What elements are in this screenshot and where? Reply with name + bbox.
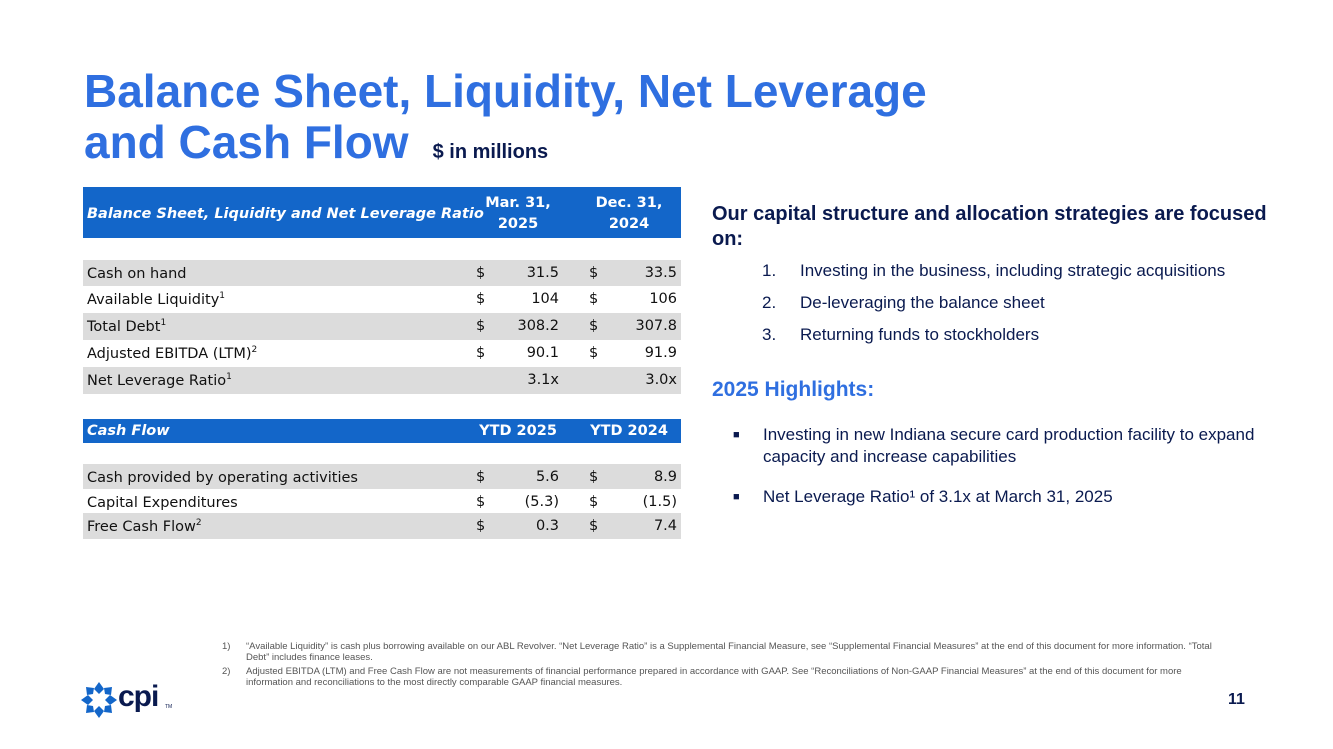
value-current: 90.1 (526, 345, 559, 361)
currency-symbol: $ (589, 265, 599, 281)
value-current: 3.1x (527, 372, 559, 388)
col-mar-2025-line2: 2025 (497, 216, 539, 232)
col-dec-2024-header: Dec. 31, 2024 (577, 193, 681, 235)
currency-symbol: $ (476, 518, 486, 534)
balance-sheet-table: Balance Sheet, Liquidity and Net Leverag… (83, 187, 681, 394)
value-prior: 91.9 (644, 345, 677, 361)
value-current: (5.3) (524, 494, 559, 510)
focus-list: 1. Investing in the business, including s… (762, 261, 1225, 357)
table-row: Net Leverage Ratio1 3.1x 3.0x (83, 367, 681, 394)
value-prior: 8.9 (653, 469, 677, 485)
currency-symbol: $ (589, 291, 599, 307)
row-footnote-ref: 2 (195, 518, 202, 528)
logo-trademark: TM (165, 704, 173, 710)
row-label: Net Leverage Ratio1 (87, 372, 232, 389)
focus-heading: Our capital structure and allocation str… (712, 203, 1267, 250)
focus-item: 2. De-leveraging the balance sheet (762, 293, 1045, 312)
value-current: 31.5 (526, 265, 559, 281)
cash-flow-table-header: Cash Flow YTD 2025 YTD 2024 (83, 419, 681, 443)
value-prior: 307.8 (635, 318, 677, 334)
table-row: Total Debt1 $308.2 $307.8 (83, 313, 681, 340)
col-ytd-2025-header: YTD 2025 (479, 423, 557, 439)
currency-symbol: $ (476, 494, 486, 510)
row-label: Cash on hand (87, 265, 187, 282)
table-row: Cash provided by operating activities $5.… (83, 464, 681, 489)
page-number: 11 (1228, 691, 1245, 708)
row-footnote-ref: 1 (160, 318, 167, 328)
page-title: Balance Sheet, Liquidity, Net Leverage a… (84, 66, 927, 178)
currency-symbol: $ (476, 469, 486, 485)
col-dec-2024-line1: Dec. 31, (595, 195, 663, 211)
currency-symbol: $ (476, 291, 486, 307)
value-current: 0.3 (535, 518, 559, 534)
currency-symbol: $ (589, 318, 599, 334)
footnote-1: 1) “Available Liquidity” is cash plus bo… (222, 641, 1212, 663)
units-label: $ in millions (432, 141, 549, 163)
footnote-2: 2) Adjusted EBITDA (LTM) and Free Cash F… (222, 666, 1182, 688)
col-mar-2025-header: Mar. 31, 2025 (463, 193, 573, 235)
value-current: 5.6 (535, 469, 559, 485)
focus-item: 1. Investing in the business, including s… (762, 261, 1226, 280)
balance-sheet-table-header: Balance Sheet, Liquidity and Net Leverag… (83, 187, 681, 238)
currency-symbol: $ (476, 318, 486, 334)
value-prior: (1.5) (642, 494, 677, 510)
row-footnote-ref: 2 (251, 345, 258, 355)
page-title-line2: and Cash Flow (84, 116, 409, 168)
focus-item: 3. Returning funds to stockholders (762, 325, 1040, 344)
value-prior: 33.5 (644, 265, 677, 281)
currency-symbol: $ (589, 469, 599, 485)
row-label: Available Liquidity1 (87, 291, 226, 308)
col-mar-2025-line1: Mar. 31, (485, 195, 551, 211)
col-ytd-2024-header: YTD 2024 (590, 423, 668, 439)
col-dec-2024-line2: 2024 (608, 216, 650, 232)
currency-symbol: $ (589, 518, 599, 534)
highlights-heading: 2025 Highlights: (712, 378, 875, 401)
table-row: Available Liquidity1 $104 $106 (83, 286, 681, 313)
cpi-flower-logo-icon (81, 682, 117, 718)
logo-wordmark: cpi (118, 680, 159, 713)
page-title-line1: Balance Sheet, Liquidity, Net Leverage (84, 65, 927, 117)
row-footnote-ref: 1 (226, 372, 232, 382)
value-current: 308.2 (517, 318, 559, 334)
row-label: Adjusted EBITDA (LTM)2 (87, 345, 258, 362)
cash-flow-header-label: Cash Flow (87, 423, 170, 439)
value-prior: 106 (649, 291, 677, 307)
row-label: Total Debt1 (87, 318, 167, 335)
table-row: Capital Expenditures $ (5.3) $ (1.5) (83, 489, 681, 513)
currency-symbol: $ (476, 345, 486, 361)
bullet-square-icon: ■ (733, 429, 740, 441)
currency-symbol: $ (589, 345, 599, 361)
currency-symbol: $ (589, 494, 599, 510)
row-footnote-ref: 1 (219, 291, 226, 301)
bullet-square-icon: ■ (733, 491, 740, 503)
row-label: Capital Expenditures (87, 494, 238, 511)
highlight-item: ■ Investing in new Indiana secure card p… (733, 425, 1255, 466)
row-label: Cash provided by operating activities (87, 469, 358, 486)
table-row: Free Cash Flow2 $0.3 $7.4 (83, 513, 681, 539)
highlight-item: ■ Net Leverage Ratio¹ of 3.1x at March 3… (733, 487, 1113, 506)
table-row: Adjusted EBITDA (LTM)2 $90.1 $91.9 (83, 340, 681, 367)
value-prior: 7.4 (653, 518, 677, 534)
balance-sheet-header-label: Balance Sheet, Liquidity and Net Leverag… (87, 206, 484, 222)
value-current: 104 (531, 291, 559, 307)
value-prior: 3.0x (645, 372, 677, 388)
cash-flow-table: Cash Flow YTD 2025 YTD 2024 Cash provide… (83, 419, 681, 539)
table-row: Cash on hand $31.5 $33.5 (83, 260, 681, 286)
currency-symbol: $ (476, 265, 486, 281)
row-label: Free Cash Flow2 (87, 518, 202, 535)
